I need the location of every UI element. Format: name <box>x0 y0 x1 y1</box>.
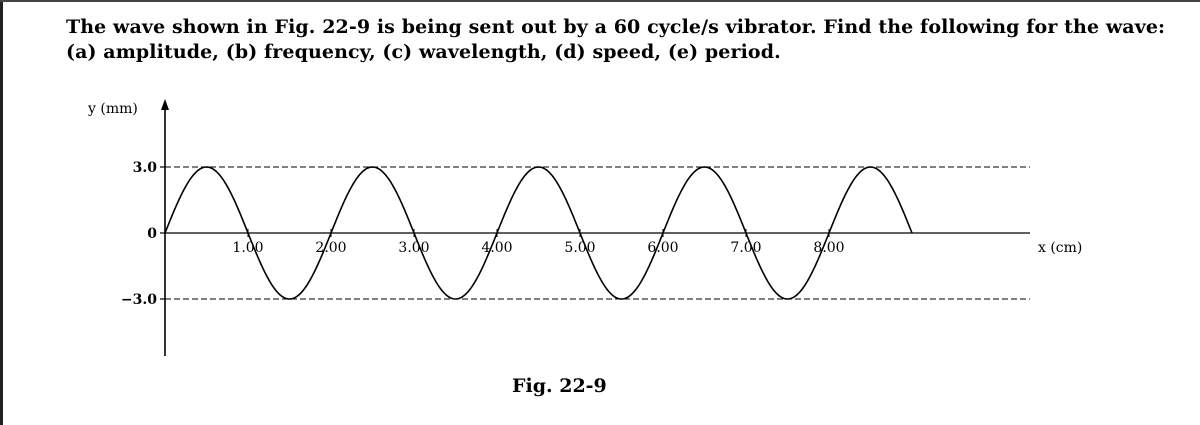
x-tick-label: 3.00 <box>398 240 429 256</box>
x-axis-label: x (cm) <box>1038 240 1082 256</box>
series-group <box>164 166 913 300</box>
y-tick-label: 3.0 <box>133 160 158 176</box>
x-tick-label: 2.00 <box>315 240 346 256</box>
y-tick-label: 0 <box>147 226 157 242</box>
axes <box>161 99 1030 356</box>
x-tick-label: 7.00 <box>730 240 761 256</box>
y-axis-label: y (mm) <box>87 101 138 117</box>
frame-top-border <box>0 0 1200 2</box>
problem-statement: The wave shown in Fig. 22-9 is being sen… <box>66 16 1166 63</box>
axis-labels: y (mm) x (cm) <box>87 101 1082 256</box>
ticks: 3.00−3.01.00 2.00 3.00 4.00 5.00 6.00 7.00 8.00 <box>121 160 845 308</box>
figure-caption: Fig. 22-9 <box>512 375 607 397</box>
wave-line <box>164 166 913 300</box>
y-axis-arrow <box>161 99 169 110</box>
x-tick-label: 5.00 <box>564 240 595 256</box>
x-tick-label: 1.00 <box>232 240 263 256</box>
x-tick-label: 6.00 <box>647 240 678 256</box>
y-tick-label: −3.0 <box>121 292 157 308</box>
frame-left-border <box>0 0 3 425</box>
x-tick-label: 8.00 <box>813 240 844 256</box>
x-tick-label: 4.00 <box>481 240 512 256</box>
reference-lines <box>165 166 1030 300</box>
